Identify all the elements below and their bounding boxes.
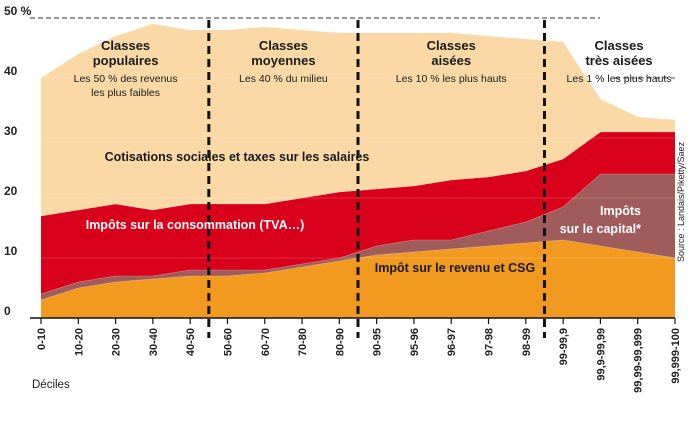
- revenu-label: Impôt sur le revenu et CSG: [375, 261, 535, 275]
- class-title-3: très aisées: [585, 53, 652, 68]
- axis-layer: 0 10 20 30 40 50 % 0-10 10-20 20-30 30-40 40-50 50-…: [4, 4, 682, 393]
- y-tick-label: 0: [4, 304, 11, 318]
- class-subtitle-1: Les 40 % du milieu: [239, 73, 328, 85]
- cotisations-label: Cotisations sociales et taxes sur les sa…: [105, 150, 370, 164]
- x-tick-label: 0-10: [36, 328, 48, 350]
- area-series-1: [41, 174, 675, 300]
- class-title-0: Classes: [101, 38, 150, 53]
- class-title-3: Classes: [594, 38, 643, 53]
- area-series-0: [41, 240, 675, 318]
- x-tick-label: 99,999-100: [670, 328, 682, 384]
- x-tick-label: 80-90: [334, 328, 346, 356]
- x-tick-label: 95-96: [409, 328, 421, 356]
- y-tick-label: 10: [4, 244, 18, 258]
- consommation-label: Impôts sur la consommation (TVA…): [86, 218, 305, 232]
- y-tick-label: 50 %: [4, 4, 32, 18]
- x-tick-label: 96-97: [446, 328, 458, 356]
- x-tick-label: 40-50: [185, 328, 197, 356]
- class-subtitle-2: Les 10 % les plus hauts: [396, 73, 507, 85]
- area-layer: [40, 24, 676, 318]
- class-subtitle-3: Les 1 % les plus hauts: [567, 73, 672, 85]
- area-series-2: [41, 132, 675, 294]
- y-tick-label: 20: [4, 184, 18, 198]
- source-label: Source : Landais/Piketty/Saez: [676, 141, 686, 262]
- class-title-2: aisées: [431, 53, 471, 68]
- class-subtitle-0: les plus faibles: [91, 87, 160, 99]
- x-tick-label: 97-98: [484, 328, 496, 356]
- x-tick-label: 10-20: [73, 328, 85, 356]
- x-tick-label: 50-60: [222, 328, 234, 356]
- x-tick-label: 70-80: [297, 328, 309, 356]
- x-tick-label: 98-99: [521, 328, 533, 356]
- class-title-2: Classes: [427, 38, 476, 53]
- x-tick-label: 20-30: [111, 328, 123, 356]
- y-tick-label: 30: [4, 124, 18, 138]
- class-title-0: populaires: [93, 53, 159, 68]
- class-title-1: moyennes: [251, 53, 315, 68]
- series-boundary-1: [40, 173, 675, 295]
- capital-label: sur le capital*: [560, 222, 641, 236]
- x-tick-label: 60-70: [260, 328, 272, 356]
- x-tick-label: 99,99-99,999: [633, 328, 645, 393]
- class-divider-layer: [207, 20, 546, 338]
- x-tick-label: 99-99,9: [558, 328, 570, 365]
- class-title-1: Classes: [259, 38, 308, 53]
- area-series-3: [41, 24, 675, 216]
- x-axis-title: Déciles: [32, 379, 70, 391]
- y-tick-label: 40: [4, 64, 18, 78]
- x-tick-label: 99,9-99,99: [595, 328, 607, 381]
- x-tick-label: 30-40: [148, 328, 160, 356]
- capital-label: Impôts: [600, 204, 641, 218]
- x-tick-label: 90-95: [372, 328, 384, 356]
- class-subtitle-0: Les 50 % des revenus: [74, 73, 178, 85]
